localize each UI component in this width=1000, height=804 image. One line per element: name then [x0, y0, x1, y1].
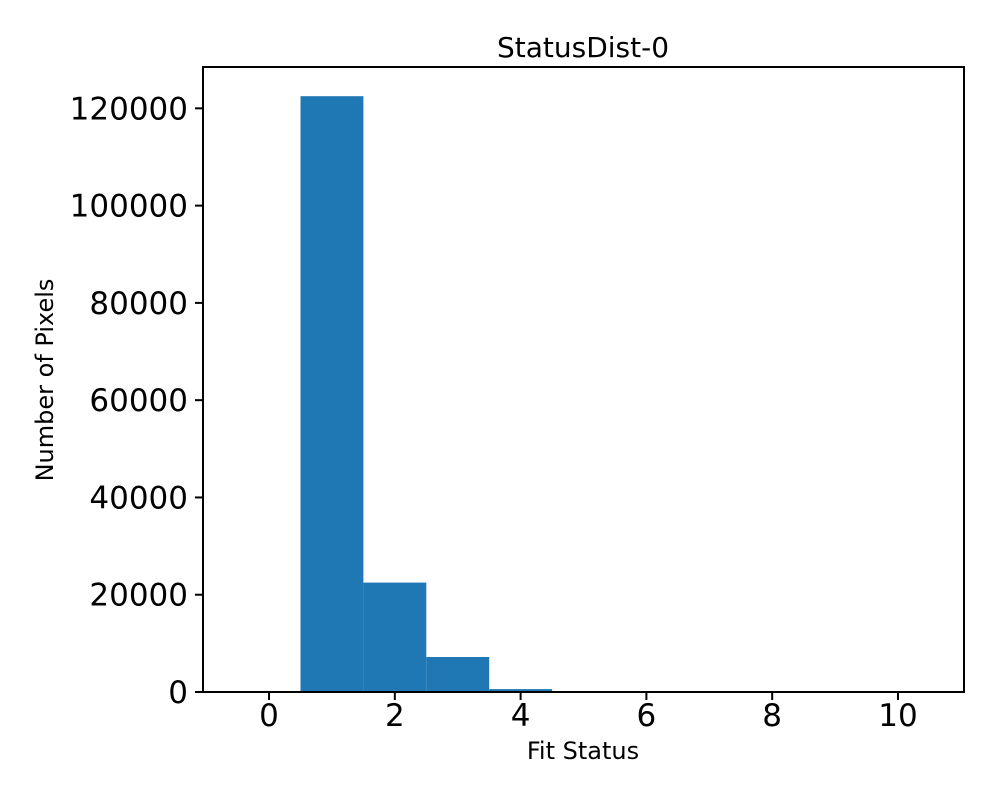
histogram-bars-group	[300, 96, 553, 692]
x-tick-label: 6	[637, 698, 657, 734]
x-tick-label: 0	[259, 698, 279, 734]
y-tick-label: 60000	[89, 383, 188, 419]
histogram-bar	[363, 582, 427, 692]
histogram-bar	[426, 657, 490, 692]
y-tick-label: 100000	[70, 189, 188, 225]
x-axis-ticks-group: 0 2 4 6 8 10	[259, 692, 918, 734]
y-tick-label: 20000	[89, 578, 188, 614]
y-tick-label: 80000	[89, 286, 188, 322]
x-axis-label: Fit Status	[527, 737, 639, 765]
y-tick-label: 120000	[70, 91, 188, 127]
y-tick-label: 0	[168, 675, 188, 711]
plot-border	[202, 66, 965, 693]
x-tick-label: 4	[511, 698, 531, 734]
x-tick-label: 8	[762, 698, 782, 734]
x-tick-label: 2	[385, 698, 405, 734]
histogram-bar	[489, 689, 553, 692]
y-tick-label: 40000	[89, 480, 188, 516]
x-tick-label: 10	[878, 698, 917, 734]
y-axis-label: Number of Pixels	[31, 279, 59, 482]
y-axis-ticks-group: 0 20000 40000 60000 80000 100000 120000	[70, 91, 203, 711]
chart-title: StatusDist-0	[497, 31, 669, 64]
histogram-bar	[300, 96, 364, 692]
